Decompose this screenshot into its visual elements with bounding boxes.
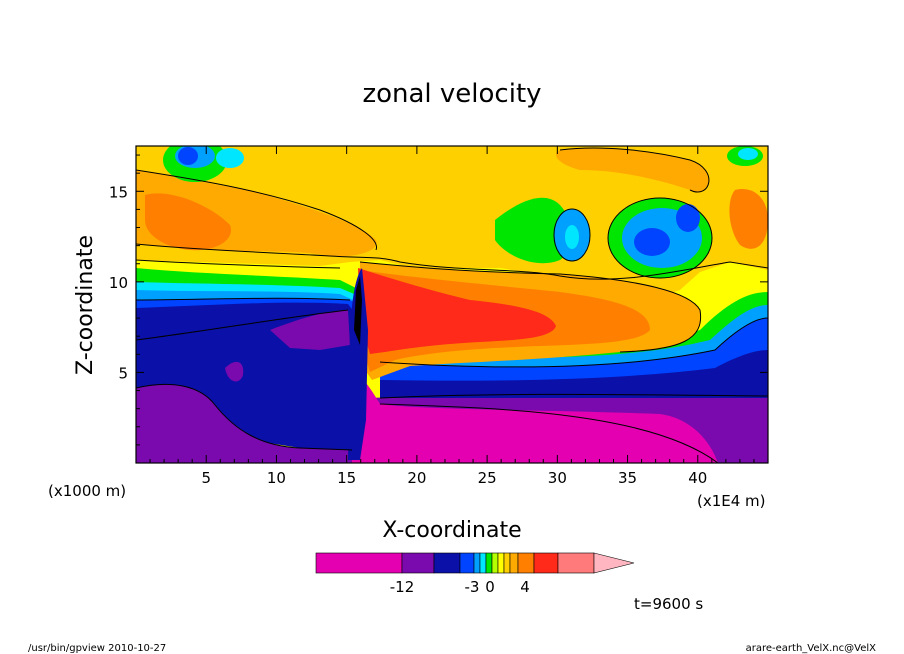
blob-purple-left xyxy=(270,310,350,350)
colorbar-segment xyxy=(503,552,511,574)
footer-right: arare-earth_VelX.nc@VelX xyxy=(746,643,877,654)
wave-black-core xyxy=(354,276,362,345)
colorbar-segment xyxy=(479,552,487,574)
chart-title: zonal velocity xyxy=(362,79,541,109)
x-unit-label: (x1E4 m) xyxy=(697,492,766,510)
colorbar-segment xyxy=(459,552,475,574)
colorbar-label: 0 xyxy=(485,578,495,596)
blob-orange-right xyxy=(729,189,768,249)
blob-blue-top-left xyxy=(178,147,198,165)
contour-lines xyxy=(136,147,768,463)
colorbar-segment xyxy=(315,552,403,574)
x-tick-label: 30 xyxy=(548,469,567,487)
y-tick-label: 15 xyxy=(109,183,128,201)
colorbar-label: -12 xyxy=(390,578,415,596)
jet-red xyxy=(358,268,556,354)
colorbar-segment xyxy=(401,552,435,574)
wave-dark-column xyxy=(348,268,368,460)
colorbar-labels: -12 -3 0 4 xyxy=(390,578,530,596)
colorbar-label: 4 xyxy=(520,578,530,596)
x-tick-label: 5 xyxy=(201,469,211,487)
band-yellow-orange xyxy=(136,146,768,300)
region-magenta xyxy=(352,377,718,463)
blob-green-mid xyxy=(495,197,574,264)
x-tick-label: 20 xyxy=(407,469,426,487)
colorbar-segment xyxy=(509,552,519,574)
region-darkblue-right xyxy=(380,350,768,398)
y-axis-ticks: 5 10 15 xyxy=(109,154,768,446)
colorbar-segment xyxy=(557,552,595,574)
colorbar-segment xyxy=(497,552,505,574)
colorbar-segment xyxy=(473,552,481,574)
colorbar-segment xyxy=(517,552,535,574)
x-tick-label: 35 xyxy=(618,469,637,487)
blob-purple-small xyxy=(225,361,244,382)
colorbar xyxy=(315,552,635,574)
colorbar-segment xyxy=(485,552,493,574)
x-tick-label: 40 xyxy=(688,469,707,487)
blob-blue-right-b xyxy=(676,204,700,232)
x-tick-label: 15 xyxy=(337,469,356,487)
x-axis-ticks: 5 10 15 20 25 30 35 40 xyxy=(149,146,755,487)
colorbar-label: -3 xyxy=(465,578,480,596)
y-tick-label: 5 xyxy=(118,364,128,382)
x-axis-title: X-coordinate xyxy=(382,518,521,543)
colorbar-segment xyxy=(533,552,559,574)
plot-frame xyxy=(135,145,769,464)
blob-orange-left xyxy=(145,193,232,251)
region-darkblue-left-2 xyxy=(136,322,300,388)
blob-cyan-top-left xyxy=(216,148,244,168)
blob-cyan-top-right xyxy=(738,148,758,160)
footer-left: /usr/bin/gpview 2010-10-27 xyxy=(28,643,166,654)
colorbar-segment xyxy=(433,552,461,574)
contour-field xyxy=(136,146,768,463)
blob-cyan-mid xyxy=(565,225,579,249)
band-orange-top-right xyxy=(556,148,709,193)
region-purple-left xyxy=(136,384,360,463)
z-unit-label: (x1000 m) xyxy=(48,482,126,500)
y-tick-label: 10 xyxy=(109,274,128,292)
x-tick-label: 10 xyxy=(267,469,286,487)
time-annotation: t=9600 s xyxy=(634,595,703,613)
colorbar-segment xyxy=(491,552,499,574)
x-tick-label: 25 xyxy=(478,469,497,487)
blob-blue-right-a xyxy=(634,228,670,256)
y-axis-title: Z-coordinate xyxy=(73,235,98,375)
colorbar-arrow xyxy=(593,552,635,574)
